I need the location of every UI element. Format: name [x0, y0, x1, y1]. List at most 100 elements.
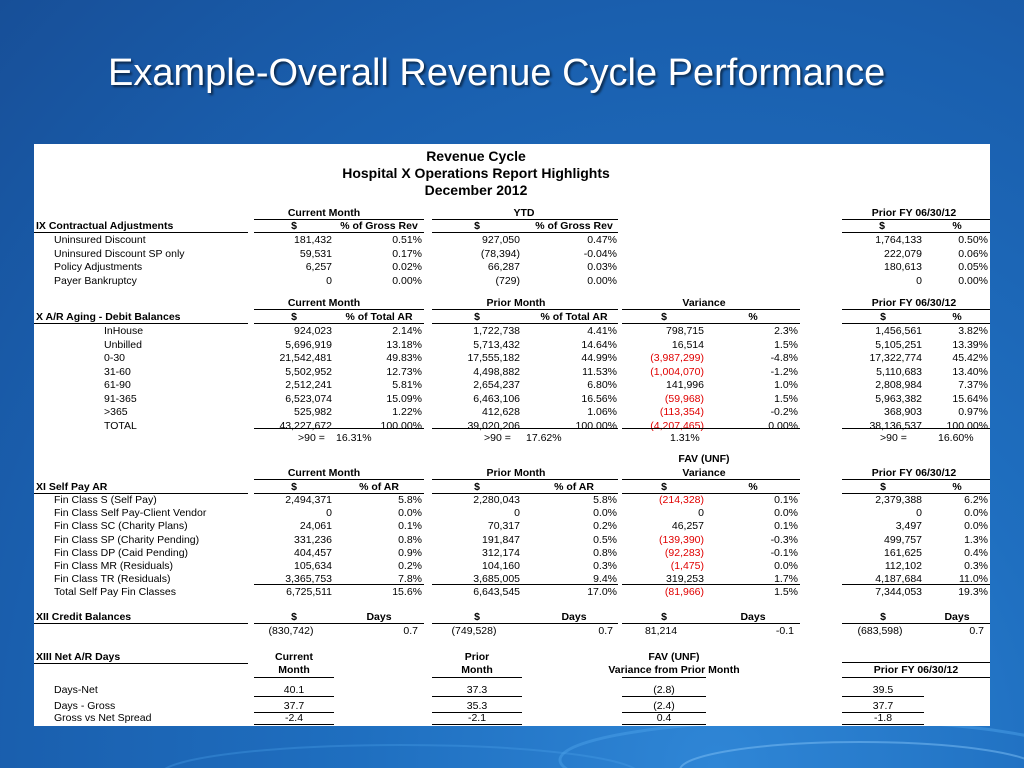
s10-cell: 1.06%	[587, 406, 617, 418]
s10-row-label: Unbilled	[104, 338, 142, 351]
s10-cell: 798,715	[666, 325, 704, 337]
s11-cell: 5.8%	[593, 494, 617, 506]
s10-cell: 49.83%	[386, 352, 422, 364]
s10-row-label: 0-30	[104, 352, 126, 364]
s10-cell: -0.2%	[770, 406, 798, 418]
s9-cell: 0	[916, 274, 922, 287]
s10-cell: 412,628	[482, 406, 520, 418]
s12-col-header: $	[880, 611, 886, 623]
s9-cell: 180,613	[884, 261, 922, 273]
s9-cell: 181,432	[294, 234, 332, 246]
s11-cell: 2,494,371	[285, 494, 332, 506]
s10-cell: 525,982	[294, 406, 332, 418]
s10-cell: 5,502,952	[285, 365, 332, 378]
s10-over90-variance: 1.31%	[670, 432, 700, 444]
s13-cell: (2.4)	[653, 700, 675, 712]
s12-col-header: Days	[740, 611, 766, 623]
s10-row-label: InHouse	[104, 325, 144, 337]
s11-cell: 6,725,511	[286, 586, 332, 599]
s10-cell: 6,523,074	[285, 392, 332, 405]
s11-cell: 0.8%	[593, 546, 617, 559]
s11-cell: 0.0%	[774, 560, 798, 572]
s11-group-variance: Variance	[682, 467, 726, 479]
s11-row-label: Total Self Pay Fin Classes	[54, 586, 176, 599]
s9-row-label: Policy Adjustments	[54, 261, 143, 273]
s10-col-header: $	[880, 311, 886, 323]
s13-row-label: Gross vs Net Spread	[54, 712, 152, 724]
s10-over90-fy-label: >90 =	[880, 432, 907, 444]
s10-cell: 100.00%	[380, 419, 422, 432]
s9-col-header: % of Gross Rev	[535, 220, 613, 232]
s9-row-label: Uninsured Discount	[54, 234, 146, 246]
s10-cell: 0.97%	[958, 406, 988, 418]
s11-cell: 7.8%	[398, 573, 422, 586]
s13-head-fav-2: Variance from Prior Month	[608, 664, 740, 676]
s13-cell: 35.3	[466, 700, 488, 712]
s10-cell: 5,696,919	[285, 338, 332, 351]
s10-cell: 11.53%	[582, 365, 617, 378]
s11-col-header: %	[748, 481, 758, 493]
s9-cell: 66,287	[487, 261, 520, 273]
s11-cell: 15.6%	[392, 586, 422, 599]
s10-cell: 4,498,882	[473, 365, 520, 378]
s11-cell: 0	[326, 507, 332, 520]
s11-cell: 104,160	[482, 560, 520, 572]
s13-cell: 37.3	[466, 684, 488, 696]
s11-cell: 0	[698, 507, 704, 520]
s9-cell: 0.00%	[958, 274, 988, 287]
s10-cell: 13.39%	[952, 338, 988, 351]
s13-section-title: XIII Net A/R Days	[36, 651, 121, 663]
s10-row-label: >365	[104, 406, 128, 418]
s11-cell: (214,328)	[659, 494, 704, 506]
s11-cell: (92,283)	[664, 546, 704, 559]
s12-cell: 0.7	[403, 625, 418, 637]
s9-cell: 59,531	[299, 247, 332, 260]
s10-cell: (113,354)	[659, 406, 704, 418]
s12-col-header: $	[661, 611, 667, 623]
s13-cell: 37.7	[872, 700, 894, 712]
s9-cell: 0.17%	[392, 247, 422, 260]
s12-col-header: $	[291, 611, 297, 623]
s11-cell: 0.0%	[964, 507, 988, 520]
s10-cell: -4.8%	[770, 352, 798, 364]
s11-cell: 312,174	[482, 546, 520, 559]
s10-cell: 4.41%	[587, 325, 617, 337]
s11-cell: 3,497	[895, 520, 922, 533]
s12-cell: 81,214	[644, 625, 678, 637]
s11-cell: (1,475)	[670, 560, 704, 572]
s9-cell: 0.05%	[958, 261, 988, 273]
s10-over90-prior: 17.62%	[526, 432, 562, 444]
s10-row-label: 61-90	[104, 379, 131, 391]
s11-cell: -0.3%	[770, 533, 798, 546]
s10-over90-current: 16.31%	[336, 432, 372, 444]
s10-cell: 100.00%	[575, 419, 617, 432]
s13-cell: 40.1	[283, 684, 305, 696]
s10-cell: 5,110,683	[876, 365, 922, 378]
s11-fav-label: FAV (UNF)	[678, 453, 730, 465]
s11-group-fy: Prior FY 06/30/12	[871, 467, 957, 479]
s10-over90-prior-label: >90 =	[484, 432, 511, 444]
s10-cell: 1,722,738	[473, 325, 520, 337]
s9-cell: 0.51%	[392, 234, 422, 246]
s11-cell: 9.4%	[593, 573, 617, 586]
s10-cell: 15.09%	[386, 392, 422, 405]
s10-cell: 15.64%	[952, 392, 988, 405]
s9-row-label: Payer Bankruptcy	[54, 274, 137, 287]
s10-col-header: % of Total AR	[540, 311, 608, 323]
s13-head-prior-1: Prior	[464, 651, 490, 663]
s10-cell: 6.80%	[587, 379, 617, 391]
s11-cell: 161,625	[884, 546, 922, 559]
s12-cell: -0.1	[775, 625, 794, 637]
s10-cell: 2.14%	[392, 325, 422, 337]
s11-cell: 6.2%	[964, 494, 988, 506]
s10-cell: 14.64%	[581, 338, 617, 351]
s10-cell: 17,555,182	[467, 352, 520, 364]
s10-cell: 17,322,774	[869, 352, 922, 364]
s11-cell: 331,236	[294, 533, 332, 546]
s11-group-prior: Prior Month	[486, 467, 546, 479]
s10-cell: 5.81%	[392, 379, 422, 391]
s10-col-header: $	[661, 311, 667, 323]
s9-col-header: %	[952, 220, 962, 232]
s12-cell: (830,742)	[268, 625, 314, 637]
s10-row-label: TOTAL	[104, 419, 137, 432]
